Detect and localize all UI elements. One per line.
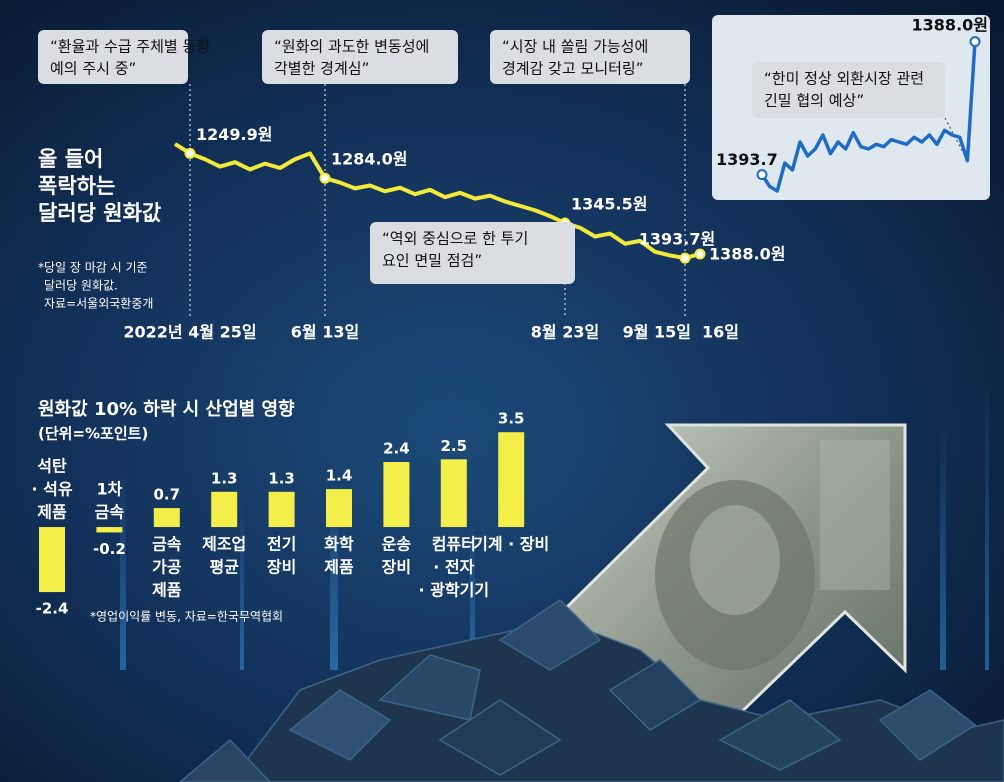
value-label: -0.2 [93,540,126,558]
value-label: 1284.0원 [331,150,407,169]
quote-text: 긴밀 협의 예상” [764,92,864,110]
category-label: 석탄 [37,457,67,476]
value-label: 3.5 [498,410,525,428]
quote-box [490,30,690,84]
quote-text: 각별한 경계심” [274,60,369,78]
category-label: 제조업 [202,535,246,554]
quote-text: “원화의 과도한 변동성에 [274,38,429,56]
category-label: 장비 [382,558,411,577]
value-label: 1249.9원 [196,125,272,144]
bar [96,527,123,533]
x-tick-label: 16일 [702,323,739,342]
data-point [184,147,196,159]
chart-title: 올 들어 [38,147,103,171]
bar [268,491,295,528]
quote-text: “시장 내 쏠림 가능성에 [502,38,648,56]
category-label: 기계 · 장비 [473,535,549,554]
quote-box [370,222,575,284]
data-point [694,248,706,260]
chart-title: 폭락하는 [38,174,115,198]
value-label: 1345.5원 [571,195,647,214]
bar [498,432,525,528]
category-label: · 석유 [31,480,72,499]
coal-rocks [178,599,1004,782]
chart-subtitle: (단위=%포인트) [38,425,148,443]
quote-box [38,30,188,84]
data-point [319,172,331,184]
category-label: 장비 [267,558,296,577]
value-label: 1388.0원 [912,16,988,35]
category-label: 제품 [324,558,354,577]
bar [383,462,410,528]
value-label: -2.4 [36,600,69,618]
x-tick-label: 2022년 4월 25일 [123,323,256,342]
quote-text: 경계감 갖고 모니터링” [502,60,644,78]
value-label: 0.7 [154,486,181,504]
bar [440,459,467,528]
quote-text: “한미 정상 외환시장 관련 [764,70,924,88]
quote-text: “역외 중심으로 한 투기 [382,230,528,248]
category-label: 평균 [209,558,239,577]
data-point [756,169,768,181]
value-label: 1.3 [268,469,295,487]
value-label: 2.4 [383,440,410,458]
category-label: 화학 [324,535,354,554]
value-label: 1388.0원 [709,244,785,263]
quote-text: 요인 면밀 점검” [382,252,482,270]
note: *당일 장 마감 시 기준 [38,261,148,275]
price-line [760,41,977,193]
decoration [120,380,989,670]
value-label: 1.3 [211,469,238,487]
bar [326,489,352,528]
note: 자료=서울외국환중개 [44,297,153,311]
x-tick-label: 6월 13일 [291,323,359,342]
category-label: 제품 [37,503,67,522]
category-label: · 광학기기 [419,581,490,600]
x-tick-label: 8월 23일 [531,323,599,342]
category-label: 제품 [152,581,182,600]
category-label: 1차 [96,480,122,499]
bar [211,491,238,528]
bar [153,508,180,528]
value-label: 1393.7 [716,150,778,169]
note: 달러당 원화값. [44,279,118,293]
bar [39,527,65,593]
category-label: · 전자 [433,558,474,577]
quote-box [262,30,458,84]
note: *영업이익률 변동, 자료=한국무역협회 [90,610,283,624]
quote-text: 예의 주시 중” [50,60,136,78]
category-label: 컴퓨터 [432,535,476,554]
value-label: 1393.7원 [639,230,715,249]
data-point [679,252,691,264]
category-label: 운송 [382,535,412,554]
price-line [173,142,701,261]
category-label: 전기 [267,535,296,554]
value-label: 2.5 [441,437,468,455]
category-label: 금속 [152,535,182,554]
value-label: 1.4 [326,467,353,485]
category-label: 금속 [95,503,125,522]
chart-title: 달러당 원화값 [38,201,161,225]
quote-text: “환율과 수급 주체별 동향 [50,38,210,56]
data-point [969,36,981,48]
quote-box [752,62,945,118]
chart-title: 원화값 10% 하락 시 산업별 영향 [38,399,295,420]
category-label: 가공 [152,558,182,577]
x-tick-label: 9월 15일 [623,323,691,342]
